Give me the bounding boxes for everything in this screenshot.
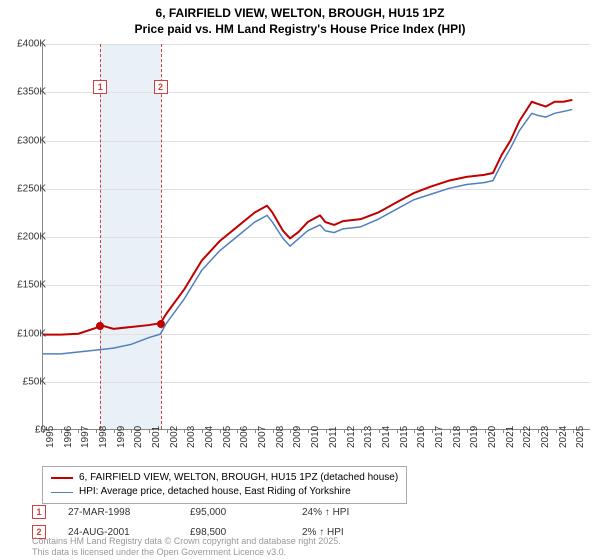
x-tick <box>485 429 486 433</box>
x-tick <box>556 429 557 433</box>
x-tick-label: 2020 <box>487 426 498 448</box>
x-tick <box>61 429 62 433</box>
x-tick <box>273 429 274 433</box>
x-tick-label: 2013 <box>363 426 374 448</box>
x-tick <box>503 429 504 433</box>
x-tick-label: 1998 <box>98 426 109 448</box>
x-tick-label: 2009 <box>292 426 303 448</box>
y-tick-label: £350K <box>17 87 46 98</box>
x-tick-label: 2000 <box>133 426 144 448</box>
x-tick-label: 1996 <box>63 426 74 448</box>
x-tick-label: 1995 <box>45 426 56 448</box>
x-tick <box>379 429 380 433</box>
transaction-row: 1 27-MAR-1998 £95,000 24% ↑ HPI <box>32 504 382 520</box>
x-tick-label: 2011 <box>328 426 339 448</box>
y-tick-label: £400K <box>17 39 46 50</box>
x-tick <box>450 429 451 433</box>
x-tick <box>96 429 97 433</box>
x-tick-label: 2006 <box>239 426 250 448</box>
x-tick-label: 2015 <box>399 426 410 448</box>
x-tick <box>538 429 539 433</box>
y-tick-label: £100K <box>17 328 46 339</box>
legend-entry: 6, FAIRFIELD VIEW, WELTON, BROUGH, HU15 … <box>51 471 398 485</box>
x-tick <box>308 429 309 433</box>
transaction-marker-icon: 1 <box>32 505 46 519</box>
transaction-date: 27-MAR-1998 <box>68 507 168 518</box>
x-tick-label: 2018 <box>452 426 463 448</box>
x-tick <box>149 429 150 433</box>
x-tick <box>114 429 115 433</box>
x-tick <box>167 429 168 433</box>
chart-container: 6, FAIRFIELD VIEW, WELTON, BROUGH, HU15 … <box>0 0 600 560</box>
x-tick-label: 2010 <box>310 426 321 448</box>
x-tick-label: 2017 <box>434 426 445 448</box>
x-tick <box>255 429 256 433</box>
x-tick <box>202 429 203 433</box>
line-series <box>43 44 590 429</box>
x-tick-label: 2023 <box>540 426 551 448</box>
x-tick <box>326 429 327 433</box>
legend-label: 6, FAIRFIELD VIEW, WELTON, BROUGH, HU15 … <box>79 471 398 485</box>
title-line-1: 6, FAIRFIELD VIEW, WELTON, BROUGH, HU15 … <box>0 6 600 22</box>
y-tick-label: £300K <box>17 135 46 146</box>
x-tick <box>432 429 433 433</box>
transaction-price: £95,000 <box>190 507 280 518</box>
series-hpi <box>43 109 572 353</box>
footnote-line-1: Contains HM Land Registry data © Crown c… <box>32 536 341 547</box>
legend-entry: HPI: Average price, detached house, East… <box>51 485 398 499</box>
x-tick-label: 2002 <box>169 426 180 448</box>
x-tick <box>344 429 345 433</box>
x-tick-label: 1997 <box>80 426 91 448</box>
x-tick-label: 2022 <box>522 426 533 448</box>
x-tick-label: 2003 <box>186 426 197 448</box>
y-tick-label: £50K <box>23 376 46 387</box>
x-tick-label: 2007 <box>257 426 268 448</box>
y-tick-label: £150K <box>17 280 46 291</box>
x-tick-label: 2008 <box>275 426 286 448</box>
legend-swatch <box>51 477 73 479</box>
y-tick-label: £250K <box>17 183 46 194</box>
x-tick <box>220 429 221 433</box>
x-tick-label: 1999 <box>116 426 127 448</box>
legend-swatch <box>51 492 73 493</box>
x-tick-label: 2001 <box>151 426 162 448</box>
legend: 6, FAIRFIELD VIEW, WELTON, BROUGH, HU15 … <box>42 466 407 504</box>
series-price_paid <box>43 100 572 335</box>
title-line-2: Price paid vs. HM Land Registry's House … <box>0 22 600 38</box>
x-tick <box>397 429 398 433</box>
chart-title: 6, FAIRFIELD VIEW, WELTON, BROUGH, HU15 … <box>0 0 600 39</box>
footnote: Contains HM Land Registry data © Crown c… <box>32 536 341 558</box>
legend-label: HPI: Average price, detached house, East… <box>79 485 351 499</box>
y-tick-label: £200K <box>17 232 46 243</box>
footnote-line-2: This data is licensed under the Open Gov… <box>32 547 341 558</box>
transaction-hpi: 24% ↑ HPI <box>302 507 382 518</box>
x-tick-label: 2024 <box>558 426 569 448</box>
x-tick-label: 2014 <box>381 426 392 448</box>
x-tick-label: 2025 <box>575 426 586 448</box>
x-tick-label: 2019 <box>469 426 480 448</box>
x-tick-label: 2016 <box>416 426 427 448</box>
plot-area: 12 <box>42 44 590 430</box>
x-tick-label: 2021 <box>505 426 516 448</box>
x-tick-label: 2004 <box>204 426 215 448</box>
x-tick-label: 2012 <box>346 426 357 448</box>
x-tick-label: 2005 <box>222 426 233 448</box>
